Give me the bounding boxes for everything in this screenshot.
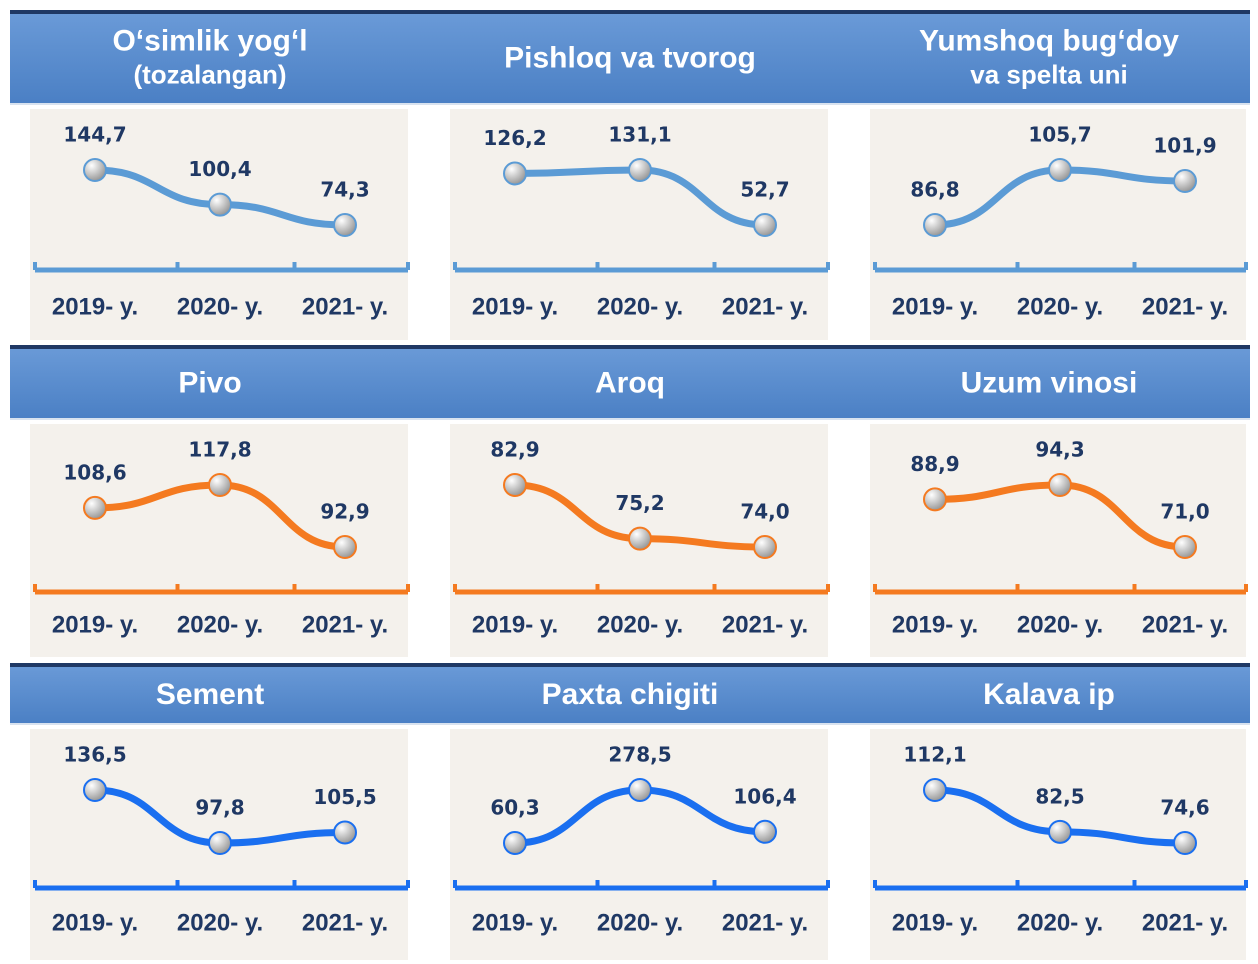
x-category-label: 2020- y. xyxy=(597,611,683,638)
data-label: 112,1 xyxy=(903,743,966,767)
data-point xyxy=(629,528,651,550)
header-rule xyxy=(10,103,1250,105)
data-point xyxy=(209,194,231,216)
data-point xyxy=(629,779,651,801)
data-point xyxy=(629,159,651,181)
infographic: O‘simlik yog‘l(tozalangan) 2019- y. 2020- … xyxy=(0,0,1258,964)
panel-title: Pivo xyxy=(178,366,241,399)
data-point xyxy=(209,474,231,496)
data-point xyxy=(209,832,231,854)
x-category-label: 2021- y. xyxy=(302,293,388,320)
x-category-label: 2021- y. xyxy=(722,611,808,638)
data-point xyxy=(84,159,106,181)
data-label: 82,5 xyxy=(1035,784,1084,808)
data-point xyxy=(1174,170,1196,192)
data-label: 82,9 xyxy=(490,438,539,462)
data-point xyxy=(924,779,946,801)
data-point xyxy=(1174,536,1196,558)
data-point xyxy=(334,214,356,236)
data-point xyxy=(334,821,356,843)
x-category-label: 2019- y. xyxy=(472,293,558,320)
data-label: 97,8 xyxy=(195,796,244,820)
data-point xyxy=(334,536,356,558)
data-label: 94,3 xyxy=(1035,438,1084,462)
x-category-label: 2019- y. xyxy=(892,293,978,320)
x-category-label: 2021- y. xyxy=(302,611,388,638)
data-label: 74,0 xyxy=(740,500,789,524)
data-point xyxy=(754,536,776,558)
data-point xyxy=(754,821,776,843)
data-point xyxy=(504,162,526,184)
data-label: 88,9 xyxy=(910,452,959,476)
panel-title: Uzum vinosi xyxy=(961,366,1138,399)
data-point xyxy=(924,488,946,510)
panel-title: O‘simlik yog‘l xyxy=(112,24,307,57)
x-category-label: 2020- y. xyxy=(1017,293,1103,320)
panel-title: Pishloq va tvorog xyxy=(504,41,756,74)
panel-title: Kalava ip xyxy=(983,678,1115,711)
data-label: 131,1 xyxy=(608,123,671,147)
x-category-label: 2019- y. xyxy=(892,611,978,638)
data-label: 136,5 xyxy=(63,743,126,767)
data-point xyxy=(1049,474,1071,496)
x-category-label: 2020- y. xyxy=(177,293,263,320)
header-rule xyxy=(10,418,1250,420)
data-point xyxy=(504,832,526,854)
data-point xyxy=(754,214,776,236)
data-point xyxy=(1049,821,1071,843)
data-label: 74,3 xyxy=(320,178,369,202)
x-category-label: 2021- y. xyxy=(1142,293,1228,320)
x-category-label: 2019- y. xyxy=(52,611,138,638)
data-label: 71,0 xyxy=(1160,500,1209,524)
data-label: 144,7 xyxy=(63,123,126,147)
header-rule xyxy=(10,663,1250,667)
data-label: 106,4 xyxy=(733,784,796,808)
data-label: 117,8 xyxy=(188,438,251,462)
x-category-label: 2020- y. xyxy=(597,909,683,936)
x-category-label: 2021- y. xyxy=(302,909,388,936)
data-label: 126,2 xyxy=(483,126,546,150)
data-label: 60,3 xyxy=(490,796,539,820)
data-label: 105,5 xyxy=(313,785,376,809)
x-category-label: 2019- y. xyxy=(472,611,558,638)
data-label: 75,2 xyxy=(615,491,664,515)
data-label: 101,9 xyxy=(1153,134,1216,158)
header-rule xyxy=(10,10,1250,14)
panel-title: va spelta uni xyxy=(970,59,1128,89)
data-point xyxy=(504,474,526,496)
x-category-label: 2020- y. xyxy=(597,293,683,320)
data-label: 52,7 xyxy=(740,178,789,202)
x-category-label: 2019- y. xyxy=(52,909,138,936)
x-category-label: 2019- y. xyxy=(892,909,978,936)
x-category-label: 2020- y. xyxy=(1017,909,1103,936)
x-category-label: 2020- y. xyxy=(177,909,263,936)
panel-title: Sement xyxy=(156,678,264,711)
data-label: 278,5 xyxy=(608,743,671,767)
header-rule xyxy=(10,345,1250,349)
data-point xyxy=(1049,159,1071,181)
x-category-label: 2019- y. xyxy=(52,293,138,320)
x-category-label: 2020- y. xyxy=(1017,611,1103,638)
data-point xyxy=(924,214,946,236)
data-point xyxy=(1174,832,1196,854)
panel-title: (tozalangan) xyxy=(133,59,286,89)
panel-title: Yumshoq bug‘doy xyxy=(919,24,1179,57)
data-label: 108,6 xyxy=(63,460,126,484)
x-category-label: 2021- y. xyxy=(1142,909,1228,936)
panel-title: Paxta chigiti xyxy=(542,678,719,711)
x-category-label: 2019- y. xyxy=(472,909,558,936)
data-label: 86,8 xyxy=(910,178,959,202)
header-rule xyxy=(10,723,1250,725)
x-category-label: 2020- y. xyxy=(177,611,263,638)
data-label: 74,6 xyxy=(1160,796,1209,820)
data-label: 92,9 xyxy=(320,500,369,524)
panel-title: Aroq xyxy=(595,366,665,399)
data-label: 100,4 xyxy=(188,157,251,181)
x-category-label: 2021- y. xyxy=(722,909,808,936)
x-category-label: 2021- y. xyxy=(722,293,808,320)
data-point xyxy=(84,779,106,801)
data-point xyxy=(84,497,106,519)
x-category-label: 2021- y. xyxy=(1142,611,1228,638)
data-label: 105,7 xyxy=(1028,123,1091,147)
